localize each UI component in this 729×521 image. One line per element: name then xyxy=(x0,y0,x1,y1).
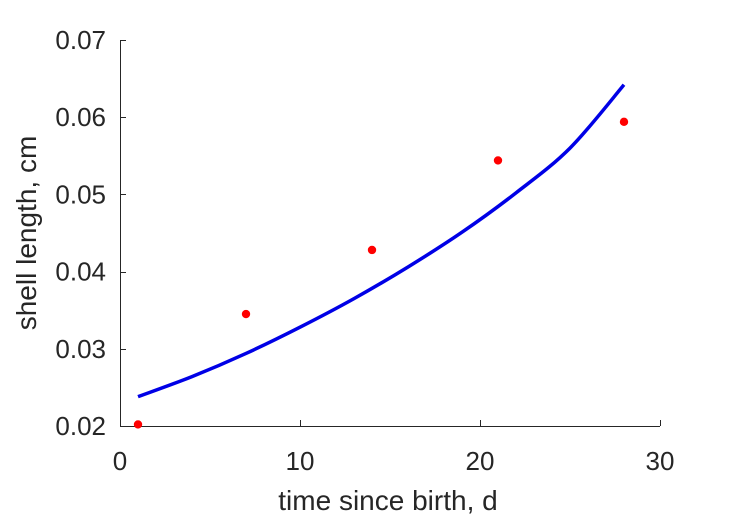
y-ticks: 0.02 0.03 0.04 0.05 0.06 0.07 xyxy=(55,25,126,441)
y-axis-label: shell length, cm xyxy=(11,136,42,331)
data-point xyxy=(241,309,251,319)
y-tick-label: 0.04 xyxy=(55,257,106,287)
x-tick-label: 0 xyxy=(113,446,127,476)
y-tick-label: 0.06 xyxy=(55,102,106,132)
fit-curve xyxy=(137,83,626,399)
y-tick-label: 0.05 xyxy=(55,179,106,209)
series-layer xyxy=(133,83,629,429)
x-axis-label: time since birth, d xyxy=(278,485,497,516)
x-tick-label: 30 xyxy=(646,446,675,476)
data-point xyxy=(493,156,503,165)
data-point xyxy=(619,117,629,127)
y-tick-label: 0.02 xyxy=(55,411,106,441)
y-tick-label: 0.07 xyxy=(55,25,106,55)
y-tick-label: 0.03 xyxy=(55,334,106,364)
data-point xyxy=(133,420,143,429)
x-tick-label: 20 xyxy=(466,446,495,476)
x-tick-label: 10 xyxy=(286,446,315,476)
data-point xyxy=(367,245,377,255)
x-ticks: 0 10 20 30 xyxy=(113,420,675,476)
axes xyxy=(120,40,660,427)
